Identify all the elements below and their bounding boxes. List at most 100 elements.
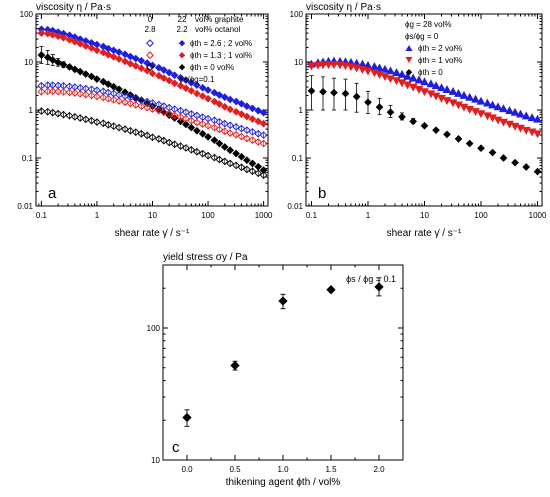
data-point-a-s2 — [99, 77, 108, 86]
data-point-b-s1 — [533, 130, 542, 139]
data-point-b-s1 — [516, 124, 525, 133]
data-point-a-s4 — [259, 139, 268, 148]
data-point-a-s1 — [99, 48, 108, 57]
data-point-b-s0 — [397, 69, 407, 78]
data-point-a-s1 — [104, 50, 113, 59]
data-point-a-s5 — [43, 107, 52, 116]
data-point-b-s2 — [352, 92, 361, 101]
data-point-a-s4 — [204, 121, 212, 130]
data-point-a-s1 — [148, 69, 157, 78]
panel-b-title: viscosity η / Pa·s — [306, 2, 381, 13]
data-point-a-s1 — [154, 71, 163, 80]
data-point-a-s1 — [170, 79, 179, 88]
data-point-a-s1 — [193, 89, 201, 98]
legend-phi-g: ϕg = 28 vol% — [405, 20, 452, 29]
data-point-a-s4 — [237, 132, 246, 141]
data-point-a-s5 — [159, 136, 168, 145]
data-point-a-s4 — [76, 90, 85, 98]
legend-open-red-diamond — [146, 51, 154, 60]
legend-filled-black-diamond — [178, 64, 186, 71]
data-point-b-s0 — [499, 104, 508, 113]
data-point-a-s1 — [48, 30, 57, 39]
data-point-b-s0 — [483, 98, 492, 107]
data-point-a-s1 — [76, 39, 85, 48]
data-point-a-s5 — [109, 122, 118, 131]
panel-c-ticks: 0.0 0.5 1.0 1.5 2.0 10 100 — [147, 264, 403, 474]
data-point-a-s0 — [226, 95, 234, 104]
data-point-a-s1 — [204, 94, 212, 103]
data-point-a-s0 — [198, 83, 207, 92]
data-point-b-s1 — [488, 114, 497, 123]
data-point-a-s5 — [143, 131, 151, 140]
legend-open-blue-diamond — [146, 39, 154, 48]
legend-filled-red-diamond — [178, 52, 186, 59]
data-point-c — [278, 296, 288, 306]
data-point-b-s2 — [465, 139, 474, 148]
b-ytick-label: 100 — [290, 10, 304, 19]
a-xtick-label: 0.1 — [36, 211, 48, 220]
panel-c-letter: c — [172, 439, 180, 456]
data-point-b-s0 — [510, 107, 520, 116]
legend-open-black-diamond — [146, 63, 154, 72]
data-point-a-s5 — [93, 118, 101, 126]
data-point-a-s1 — [109, 53, 118, 61]
data-point-b-s1 — [521, 126, 531, 135]
data-point-a-s4 — [65, 88, 74, 97]
data-point-b-s2 — [307, 87, 316, 95]
data-point-b-s1 — [335, 61, 345, 70]
data-point-a-s0 — [259, 108, 268, 117]
panel-c: yield stress σy / Pa 0.0 0.5 1.0 1.5 2.0 10 10… — [147, 252, 404, 488]
data-point-b-s0 — [380, 64, 390, 73]
data-point-a-s4 — [176, 113, 185, 121]
data-point-a-s5 — [226, 159, 234, 168]
data-point-a-s2 — [176, 117, 185, 126]
data-point-a-s3 — [232, 123, 240, 131]
c-xtick-label: 2.0 — [373, 465, 385, 474]
data-point-a-s2 — [182, 120, 190, 129]
data-point-a-s4 — [210, 123, 219, 132]
data-point-a-s4 — [93, 92, 101, 101]
data-point-a-s0 — [137, 56, 146, 65]
data-point-b-s2 — [454, 135, 463, 143]
data-point-a-s4 — [104, 94, 113, 103]
data-point-a-s2 — [198, 129, 207, 138]
data-point-b-s0 — [454, 89, 463, 97]
data-point-a-s0 — [204, 86, 212, 94]
data-point-a-s3 — [226, 121, 234, 130]
data-point-b-s1 — [505, 120, 514, 129]
data-point-b-s1 — [313, 61, 323, 70]
data-point-b-s1 — [476, 110, 486, 119]
data-point-b-s1 — [459, 103, 469, 112]
b-xtick-label: 1000 — [529, 211, 547, 220]
data-point-b-s2 — [499, 154, 508, 162]
data-point-a-s5 — [198, 149, 207, 158]
data-point-a-s4 — [109, 95, 118, 104]
data-point-a-s5 — [48, 108, 57, 117]
data-point-a-s0 — [254, 106, 263, 115]
data-point-b-s0 — [527, 113, 537, 122]
data-point-a-s4 — [215, 125, 224, 134]
data-point-b-s0 — [533, 114, 542, 123]
c-xtick-label: 1.5 — [325, 465, 337, 474]
data-point-a-s4 — [43, 87, 52, 96]
data-point-a-s5 — [131, 128, 140, 137]
data-point-a-s1 — [176, 81, 185, 90]
data-point-b-s0 — [459, 91, 469, 99]
data-point-a-s4 — [37, 87, 46, 96]
b-xtick-label: 10 — [420, 211, 429, 220]
data-point-a-s2 — [232, 149, 240, 158]
data-point-a-s5 — [254, 169, 263, 178]
data-point-b-s0 — [442, 85, 452, 94]
data-point-a-s1 — [137, 64, 146, 73]
data-point-a-s4 — [187, 116, 196, 125]
data-point-c — [230, 360, 240, 371]
data-point-b-s2 — [432, 126, 440, 135]
data-point-a-s2 — [70, 65, 79, 74]
data-point-a-s0 — [159, 66, 168, 74]
data-point-a-s3 — [215, 118, 224, 126]
data-point-a-s2 — [215, 139, 224, 148]
panel-c-xlabel: thikening agent ϕth / vol% — [226, 477, 341, 488]
data-point-a-s2 — [204, 133, 212, 141]
data-point-a-s4 — [165, 109, 174, 118]
